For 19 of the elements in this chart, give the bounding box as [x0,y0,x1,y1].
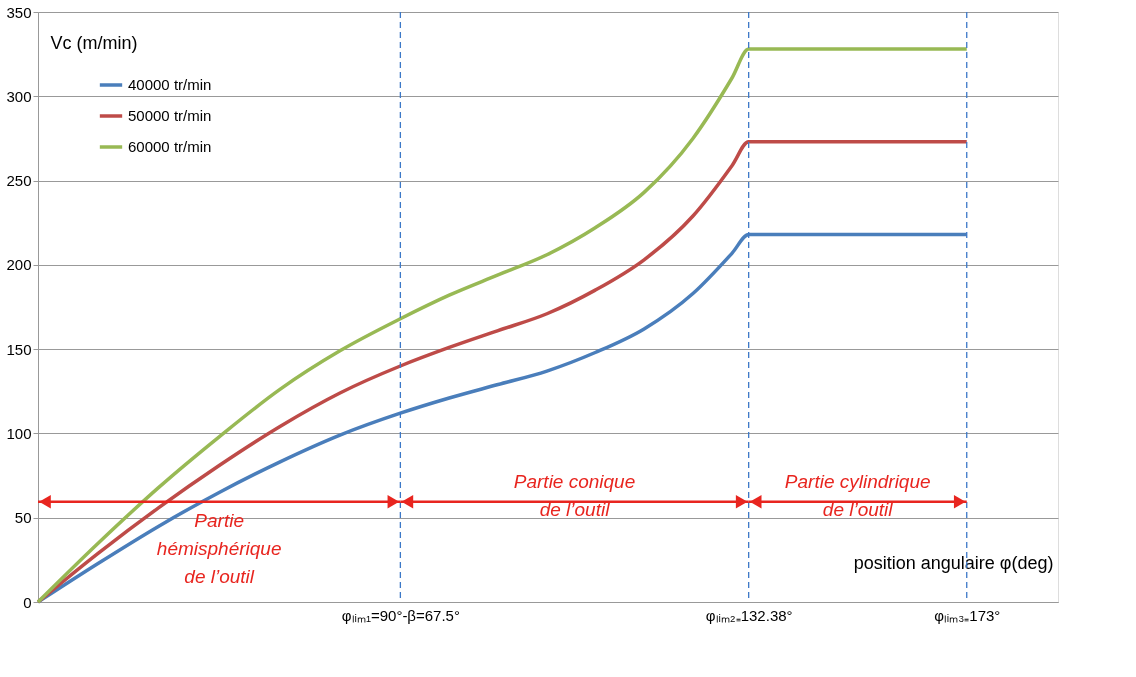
y-tick-label: 200 [6,256,32,274]
y-tick-label: 150 [6,340,32,358]
legend-label: 40000 tr/min [128,76,212,93]
y-axis-title: Vc (m/min) [50,32,138,53]
legend-label: 60000 tr/min [128,138,212,155]
x-tick-label: φₗᵢₘ₃₌173° [934,606,1001,624]
x-tick-label: φₗᵢₘ₁=90°-β=67.5° [341,606,460,624]
y-tick-label: 100 [6,424,32,442]
annotation: Partie hémisphérique de l’outil [156,509,282,587]
annotation: Partie cylindrique de l’outil [784,470,931,520]
legend-label: 50000 tr/min [128,107,212,124]
y-tick-label: 250 [6,172,32,190]
annotation: Partie conique de l’outil [513,470,636,520]
y-tick-label: 350 [6,3,32,21]
y-tick-label: 0 [23,593,32,611]
x-axis-title: position angulaire φ(deg) [853,552,1054,573]
y-tick-label: 50 [14,509,32,527]
y-tick-label: 300 [6,87,32,105]
x-tick-label: φₗᵢₘ₂₌132.38° [705,606,793,624]
